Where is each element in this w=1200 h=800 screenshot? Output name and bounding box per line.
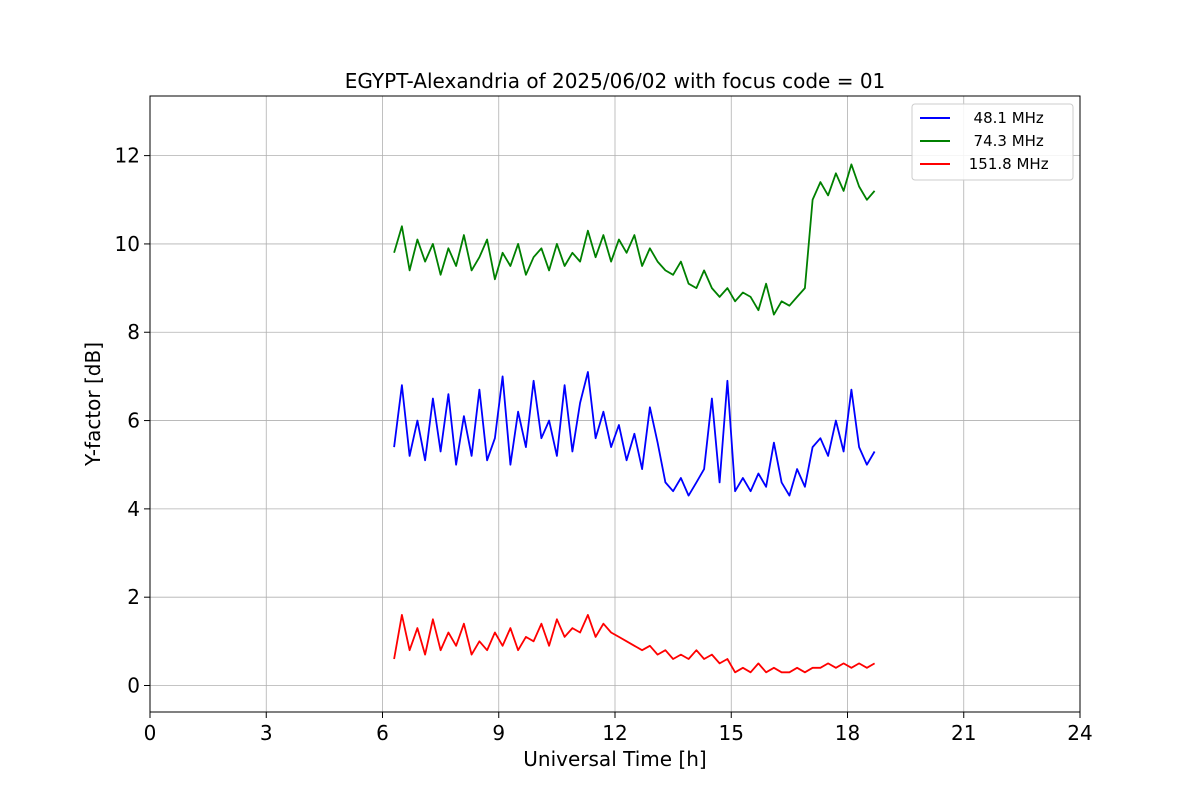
y-tick-label: 6 [127, 409, 140, 433]
y-tick-label: 2 [127, 585, 140, 609]
x-tick-label: 24 [1067, 721, 1092, 745]
y-axis-label: Y-factor [dB] [81, 342, 105, 467]
x-tick-label: 3 [260, 721, 273, 745]
y-tick-label: 8 [127, 320, 140, 344]
legend-label: 48.1 MHz [964, 109, 1044, 127]
y-tick-label: 4 [127, 497, 140, 521]
x-axis-label: Universal Time [h] [523, 747, 706, 771]
x-tick-label: 18 [835, 721, 860, 745]
x-tick-label: 9 [492, 721, 505, 745]
x-tick-label: 15 [719, 721, 744, 745]
series-layer [393, 163, 876, 674]
legend-label: 74.3 MHz [964, 132, 1044, 150]
x-tick-label: 12 [602, 721, 627, 745]
legend-box [911, 103, 1074, 181]
x-tick-label: 0 [144, 721, 157, 745]
x-tick-label: 6 [376, 721, 389, 745]
chart-title: EGYPT-Alexandria of 2025/06/02 with focu… [345, 69, 886, 93]
y-tick-label: 0 [127, 674, 140, 698]
y-tick-label: 12 [115, 144, 140, 168]
y-tick-label: 10 [115, 232, 140, 256]
legend-label: 151.8 MHz [964, 155, 1049, 173]
series-line-1 [393, 163, 876, 316]
legend: 48.1 MHz 74.3 MHz 151.8 MHz [911, 103, 1074, 181]
series-line-2 [393, 614, 876, 674]
x-tick-label: 21 [951, 721, 976, 745]
series-line-0 [393, 371, 876, 497]
